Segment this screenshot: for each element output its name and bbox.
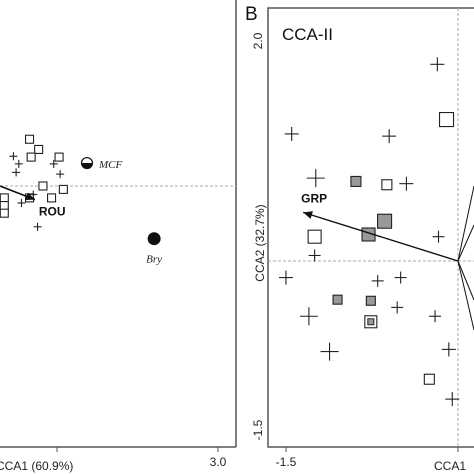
panel-b-letter: B — [245, 4, 258, 25]
sample-square-marker — [438, 112, 455, 128]
sample-cross-marker — [9, 152, 18, 161]
sample-square-marker — [377, 213, 393, 229]
site-label: Bry — [146, 254, 162, 266]
panel-a-x-axis-label: CCA1 (60.9%) — [0, 459, 73, 473]
sample-cross-marker — [394, 271, 407, 284]
site-marker-fill — [81, 163, 93, 169]
panel-b-y-axis-label: CCA2 (32.7%) — [253, 204, 267, 281]
sample-square-marker — [365, 295, 376, 306]
sample-square-marker — [0, 208, 9, 218]
panel-b-frame — [267, 7, 474, 448]
sample-cross-marker — [299, 307, 318, 326]
sample-cross-marker — [49, 159, 58, 168]
sample-cross-marker — [429, 310, 442, 323]
sample-cross-marker — [17, 199, 26, 207]
sample-cross-marker — [441, 342, 456, 357]
sample-square-marker — [0, 193, 9, 203]
site-marker — [147, 232, 161, 246]
panel-b-y-tick-label-bottom: -1.5 — [251, 419, 265, 440]
sample-cross-marker — [391, 301, 404, 314]
panel-b-vector-line — [457, 260, 474, 331]
sample-cross-marker — [371, 274, 384, 287]
site-label: MCF — [98, 159, 123, 171]
panel-b-x-axis-label: CCA1 — [434, 459, 466, 473]
sample-cross-marker — [14, 159, 23, 168]
sample-square-marker — [332, 294, 343, 305]
sample-square-marker — [26, 152, 36, 162]
sample-square-marker — [381, 179, 393, 191]
sample-square-marker — [307, 229, 322, 244]
sample-square-marker — [423, 373, 435, 385]
sample-cross-marker — [382, 129, 397, 144]
panel-b-vector-line — [457, 185, 474, 262]
panel-a: CCA1 (60.9%) 3.0 ROULicMCFBry — [0, 0, 237, 473]
sample-cross-marker — [432, 230, 445, 243]
panel-b-plot-area: GRP — [278, 57, 460, 407]
sample-cross-marker — [430, 57, 445, 72]
sample-cross-marker — [284, 126, 299, 141]
sample-cross-marker — [278, 270, 293, 285]
sample-square-marker — [58, 184, 68, 194]
sample-square-marker — [24, 134, 35, 144]
sample-cross-marker — [33, 222, 42, 231]
sample-square-marker — [38, 181, 48, 191]
panel-b-x-tick-label: -1.5 — [276, 455, 297, 469]
panel-b-title: CCA-II — [282, 25, 333, 44]
sample-square-marker — [34, 144, 44, 154]
environment-vector-arrowhead — [303, 211, 313, 219]
sample-cross-marker — [56, 170, 65, 179]
sample-cross-marker — [12, 168, 21, 177]
sample-cross-marker — [445, 392, 460, 407]
panel-a-x-tick-label: 3.0 — [210, 455, 227, 469]
sample-square-marker — [54, 152, 64, 162]
panel-b-vector-line — [457, 224, 474, 262]
panel-b-y-tick-label-top: 2.0 — [251, 32, 265, 49]
sample-square-marker-inner — [367, 318, 375, 326]
environment-vector-label: GRP — [301, 191, 327, 205]
sample-cross-marker — [399, 176, 414, 191]
environment-vector-arrowhead — [25, 192, 35, 201]
panel-b-vector-line — [457, 260, 474, 301]
sample-cross-marker — [29, 190, 38, 199]
sample-cross-marker — [320, 342, 339, 361]
sample-cross-marker — [306, 169, 325, 188]
sample-cross-marker — [308, 249, 321, 262]
panel-a-plot-area: ROULicMCFBry — [0, 134, 162, 266]
sample-square-marker — [0, 201, 9, 211]
environment-vector-label: ROU — [39, 205, 66, 219]
panel-b: B CCA-II 2.0 -1.5 CCA2 (32.7%) -1.5 CCA1… — [245, 4, 474, 473]
sample-square-marker — [47, 193, 57, 203]
sample-square-marker — [350, 175, 362, 187]
environment-vector-line — [302, 211, 459, 262]
